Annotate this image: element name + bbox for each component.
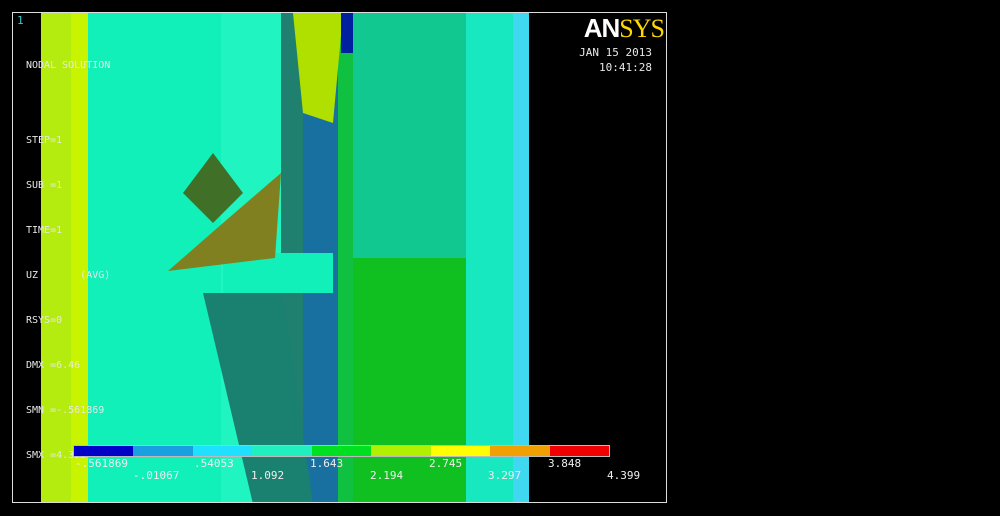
region xyxy=(338,13,353,502)
legend-label: 2.194 xyxy=(370,469,404,482)
info-line: UZ (AVG) xyxy=(26,270,111,281)
legend-color-swatch xyxy=(192,446,253,456)
region xyxy=(41,13,71,502)
legend-color-swatch xyxy=(252,446,312,456)
legend-label: -.561869 xyxy=(75,457,128,470)
legend-color-swatch xyxy=(133,446,193,456)
region xyxy=(466,13,518,502)
legend-color-swatch xyxy=(74,446,134,456)
legend-color-swatch xyxy=(371,446,431,456)
legend-color-swatch xyxy=(490,446,550,456)
info-line: STEP=1 xyxy=(26,135,63,146)
region xyxy=(71,13,91,502)
contour-plot[interactable] xyxy=(13,13,667,503)
contour-legend-bar xyxy=(73,445,610,457)
region xyxy=(353,258,468,502)
time-text: 10:41:28 xyxy=(599,61,652,74)
info-line: RSYS=0 xyxy=(26,315,63,326)
legend-label: 2.745 xyxy=(429,457,463,470)
legend-color-swatch xyxy=(311,446,372,456)
region xyxy=(168,173,281,271)
region xyxy=(183,153,243,223)
legend-color-swatch xyxy=(549,446,609,456)
legend-label: 1.643 xyxy=(310,457,344,470)
region xyxy=(341,13,353,53)
window-number: 1 xyxy=(17,14,24,27)
info-line: TIME=1 xyxy=(26,225,63,236)
ansys-graphics-window[interactable]: 1 ANSYS JAN 15 2013 10:41:28 NODAL SOLUTI… xyxy=(12,12,667,503)
info-line: SMN =-.561869 xyxy=(26,405,105,416)
legend-label: 3.297 xyxy=(488,469,522,482)
legend-label: 1.092 xyxy=(251,469,285,482)
date-text: JAN 15 2013 xyxy=(579,46,652,59)
legend-color-swatch xyxy=(430,446,491,456)
info-line: SMX =4.399 xyxy=(26,450,87,461)
legend-label: .54053 xyxy=(194,457,234,470)
ansys-logo: ANSYS xyxy=(583,13,665,43)
info-line: SUB =1 xyxy=(26,180,63,191)
legend-label: 4.399 xyxy=(607,469,641,482)
info-line: DMX =6.46 xyxy=(26,360,81,371)
legend-label: -.01067 xyxy=(133,469,180,482)
solution-info: NODAL SOLUTION STEP=1 SUB =1 TIME=1 UZ (… xyxy=(26,28,110,493)
info-line: NODAL SOLUTION xyxy=(26,60,111,71)
region xyxy=(513,13,529,502)
date-time: JAN 15 2013 10:41:28 xyxy=(579,45,652,75)
region xyxy=(293,13,343,123)
legend-label: 3.848 xyxy=(548,457,582,470)
